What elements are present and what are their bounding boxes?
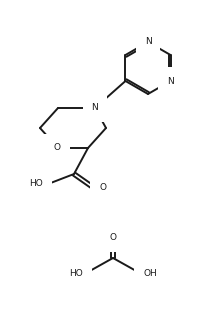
Text: N: N: [167, 76, 174, 85]
Text: O: O: [54, 143, 60, 152]
Text: O: O: [109, 233, 116, 243]
Text: OH: OH: [143, 269, 157, 278]
Text: N: N: [92, 104, 98, 112]
Text: HO: HO: [29, 178, 43, 187]
Text: HO: HO: [69, 269, 83, 278]
Text: O: O: [99, 183, 106, 192]
Text: N: N: [145, 38, 151, 47]
